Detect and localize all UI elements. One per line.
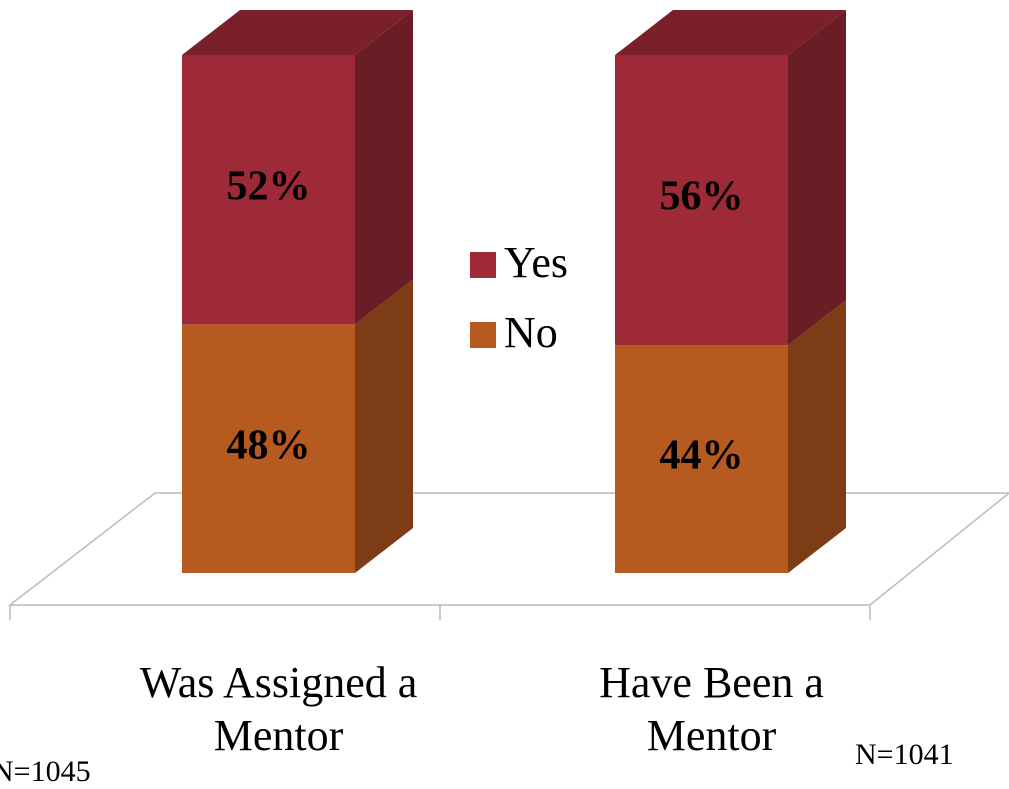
bar-segment xyxy=(182,55,355,325)
legend-label: No xyxy=(504,308,558,357)
legend-swatch xyxy=(470,252,496,278)
data-label: 44% xyxy=(660,433,744,479)
x-tick-label: Have Been a Mentor xyxy=(599,658,824,760)
legend-label: Yes xyxy=(504,238,568,287)
bar-side xyxy=(788,10,846,346)
annotation: N=1045 xyxy=(0,755,91,788)
bar-side xyxy=(355,10,413,325)
data-label: 48% xyxy=(227,422,311,468)
data-label: 52% xyxy=(227,163,311,209)
bar-side xyxy=(355,279,413,573)
annotation: N=1041 xyxy=(855,738,954,771)
data-label: 56% xyxy=(660,174,744,220)
bar-top xyxy=(182,10,413,55)
bar-segment xyxy=(182,324,355,573)
bar-segment xyxy=(615,345,788,573)
bar-segment xyxy=(615,55,788,346)
bar-top xyxy=(615,10,846,55)
legend-swatch xyxy=(470,322,496,348)
x-tick-label: Was Assigned a Mentor xyxy=(139,658,418,760)
floor xyxy=(7,492,1009,606)
bar-side xyxy=(788,300,846,573)
